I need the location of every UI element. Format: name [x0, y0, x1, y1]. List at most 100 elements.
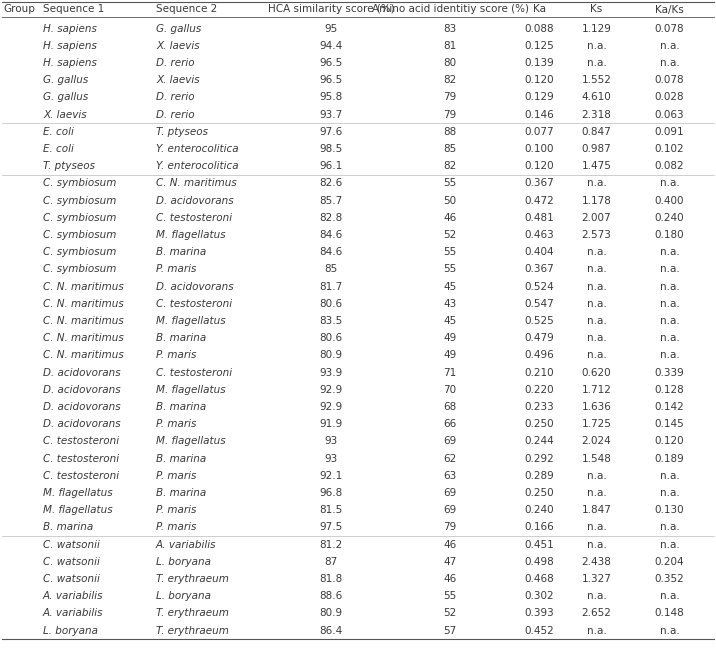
Text: 0.180: 0.180	[654, 230, 684, 240]
Text: P. maris: P. maris	[156, 350, 196, 361]
Text: 98.5: 98.5	[319, 144, 343, 154]
Text: B. marina: B. marina	[43, 522, 93, 533]
Text: 96.8: 96.8	[319, 488, 343, 498]
Text: X. laevis: X. laevis	[156, 75, 200, 85]
Text: 0.102: 0.102	[654, 144, 684, 154]
Text: C. watsonii: C. watsonii	[43, 540, 100, 550]
Text: 79: 79	[443, 110, 457, 119]
Text: 0.063: 0.063	[654, 110, 684, 119]
Text: 71: 71	[443, 368, 457, 378]
Text: H. sapiens: H. sapiens	[43, 41, 97, 51]
Text: 93.7: 93.7	[319, 110, 343, 119]
Text: 55: 55	[443, 247, 457, 257]
Text: n.a.: n.a.	[586, 299, 606, 309]
Text: 0.142: 0.142	[654, 402, 684, 412]
Text: 0.204: 0.204	[654, 557, 684, 567]
Text: 0.078: 0.078	[654, 75, 684, 85]
Text: 4.610: 4.610	[581, 93, 611, 102]
Text: 1.636: 1.636	[581, 402, 611, 412]
Text: M. flagellatus: M. flagellatus	[156, 436, 226, 447]
Text: 85: 85	[443, 144, 457, 154]
Text: 96.1: 96.1	[319, 161, 343, 171]
Text: 83.5: 83.5	[319, 316, 343, 326]
Text: C. N. maritimus: C. N. maritimus	[43, 316, 124, 326]
Text: D. acidovorans: D. acidovorans	[43, 419, 120, 429]
Text: 70: 70	[443, 385, 457, 395]
Text: 82.8: 82.8	[319, 213, 343, 223]
Text: 80.9: 80.9	[319, 350, 342, 361]
Text: 0.210: 0.210	[524, 368, 553, 378]
Text: X. laevis: X. laevis	[43, 110, 87, 119]
Text: n.a.: n.a.	[659, 350, 679, 361]
Text: n.a.: n.a.	[586, 282, 606, 291]
Text: T. erythraeum: T. erythraeum	[156, 608, 229, 618]
Text: H. sapiens: H. sapiens	[43, 23, 97, 34]
Text: 0.139: 0.139	[524, 58, 554, 68]
Text: 69: 69	[443, 505, 457, 515]
Text: 46: 46	[443, 540, 457, 550]
Text: n.a.: n.a.	[659, 247, 679, 257]
Text: n.a.: n.a.	[659, 522, 679, 533]
Text: 81.7: 81.7	[319, 282, 343, 291]
Text: 1.475: 1.475	[581, 161, 611, 171]
Text: C. N. maritimus: C. N. maritimus	[43, 350, 124, 361]
Text: 2.573: 2.573	[581, 230, 611, 240]
Text: 94.4: 94.4	[319, 41, 343, 51]
Text: P. maris: P. maris	[156, 419, 196, 429]
Text: n.a.: n.a.	[586, 265, 606, 274]
Text: 0.524: 0.524	[524, 282, 554, 291]
Text: 0.189: 0.189	[654, 454, 684, 464]
Text: n.a.: n.a.	[586, 540, 606, 550]
Text: 0.451: 0.451	[524, 540, 554, 550]
Text: 85: 85	[324, 265, 338, 274]
Text: C. testosteroni: C. testosteroni	[43, 454, 119, 464]
Text: Y. enterocolitica: Y. enterocolitica	[156, 144, 238, 154]
Text: n.a.: n.a.	[586, 350, 606, 361]
Text: 50: 50	[443, 196, 457, 205]
Text: C. N. maritimus: C. N. maritimus	[156, 179, 237, 188]
Text: 0.244: 0.244	[524, 436, 554, 447]
Text: L. boryana: L. boryana	[156, 591, 211, 601]
Text: 0.120: 0.120	[524, 75, 553, 85]
Text: 0.146: 0.146	[524, 110, 554, 119]
Text: Ka: Ka	[533, 5, 546, 14]
Text: n.a.: n.a.	[659, 488, 679, 498]
Text: n.a.: n.a.	[586, 626, 606, 636]
Text: 0.481: 0.481	[524, 213, 554, 223]
Text: P. maris: P. maris	[156, 505, 196, 515]
Text: 46: 46	[443, 574, 457, 584]
Text: n.a.: n.a.	[659, 299, 679, 309]
Text: Sequence 1: Sequence 1	[43, 5, 105, 14]
Text: A. variabilis: A. variabilis	[43, 608, 104, 618]
Text: C. symbiosum: C. symbiosum	[43, 265, 117, 274]
Text: 49: 49	[443, 333, 457, 343]
Text: 0.125: 0.125	[524, 41, 554, 51]
Text: 80: 80	[443, 58, 457, 68]
Text: 0.367: 0.367	[524, 265, 554, 274]
Text: C. watsonii: C. watsonii	[43, 574, 100, 584]
Text: 69: 69	[443, 488, 457, 498]
Text: n.a.: n.a.	[659, 540, 679, 550]
Text: n.a.: n.a.	[659, 333, 679, 343]
Text: 1.178: 1.178	[581, 196, 611, 205]
Text: 88: 88	[443, 126, 457, 137]
Text: 1.129: 1.129	[581, 23, 611, 34]
Text: 0.393: 0.393	[524, 608, 554, 618]
Text: Amino acid identitiy score (%): Amino acid identitiy score (%)	[372, 5, 528, 14]
Text: 97.6: 97.6	[319, 126, 343, 137]
Text: HCA similarity score (%): HCA similarity score (%)	[268, 5, 395, 14]
Text: C. symbiosum: C. symbiosum	[43, 247, 117, 257]
Text: 0.620: 0.620	[581, 368, 611, 378]
Text: C. N. maritimus: C. N. maritimus	[43, 299, 124, 309]
Text: n.a.: n.a.	[659, 179, 679, 188]
Text: 1.725: 1.725	[581, 419, 611, 429]
Text: 85.7: 85.7	[319, 196, 343, 205]
Text: D. acidovorans: D. acidovorans	[156, 196, 233, 205]
Text: 62: 62	[443, 454, 457, 464]
Text: C. testosteroni: C. testosteroni	[156, 299, 232, 309]
Text: 97.5: 97.5	[319, 522, 343, 533]
Text: 46: 46	[443, 213, 457, 223]
Text: n.a.: n.a.	[659, 316, 679, 326]
Text: n.a.: n.a.	[586, 247, 606, 257]
Text: L. boryana: L. boryana	[43, 626, 98, 636]
